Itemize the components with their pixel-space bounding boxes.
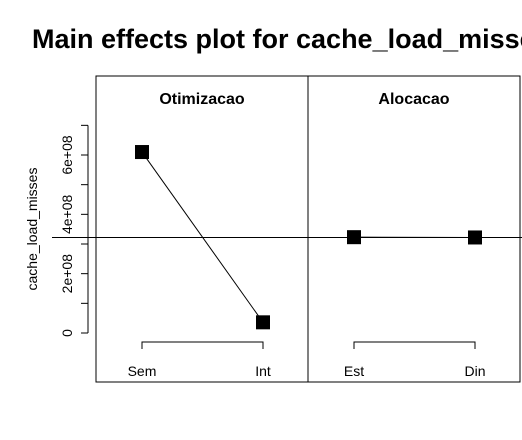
panel-title: Alocacao	[378, 91, 449, 108]
panel-frame	[307, 75, 521, 383]
panel-title: Otimizacao	[159, 91, 245, 108]
y-tick-label: 4e+08	[59, 194, 75, 234]
level-axis	[141, 341, 264, 349]
y-tick-label: 2e+08	[59, 254, 75, 294]
mean-point	[256, 315, 270, 330]
level-axis	[353, 341, 476, 349]
y-axis: 0 2e+08 4e+08 6e+08	[59, 124, 89, 337]
mean-point	[135, 145, 149, 160]
panel-otimizacao: Otimizacao Sem Int	[95, 75, 309, 383]
panel-alocacao: Alocacao Est Din	[307, 75, 521, 383]
level-label: Din	[464, 363, 485, 379]
panels: Otimizacao Sem Int Alocacao Est Din	[95, 75, 521, 383]
y-tick-label: 6e+08	[59, 135, 75, 175]
panel-frame	[95, 75, 309, 383]
y-axis-label: cache_load_misses	[24, 168, 40, 291]
level-label: Int	[255, 363, 271, 379]
y-tick-label: 0	[59, 329, 75, 337]
level-label: Est	[344, 363, 364, 379]
chart-title: Main effects plot for cache_load_misses	[32, 24, 522, 54]
level-label: Sem	[128, 363, 157, 379]
